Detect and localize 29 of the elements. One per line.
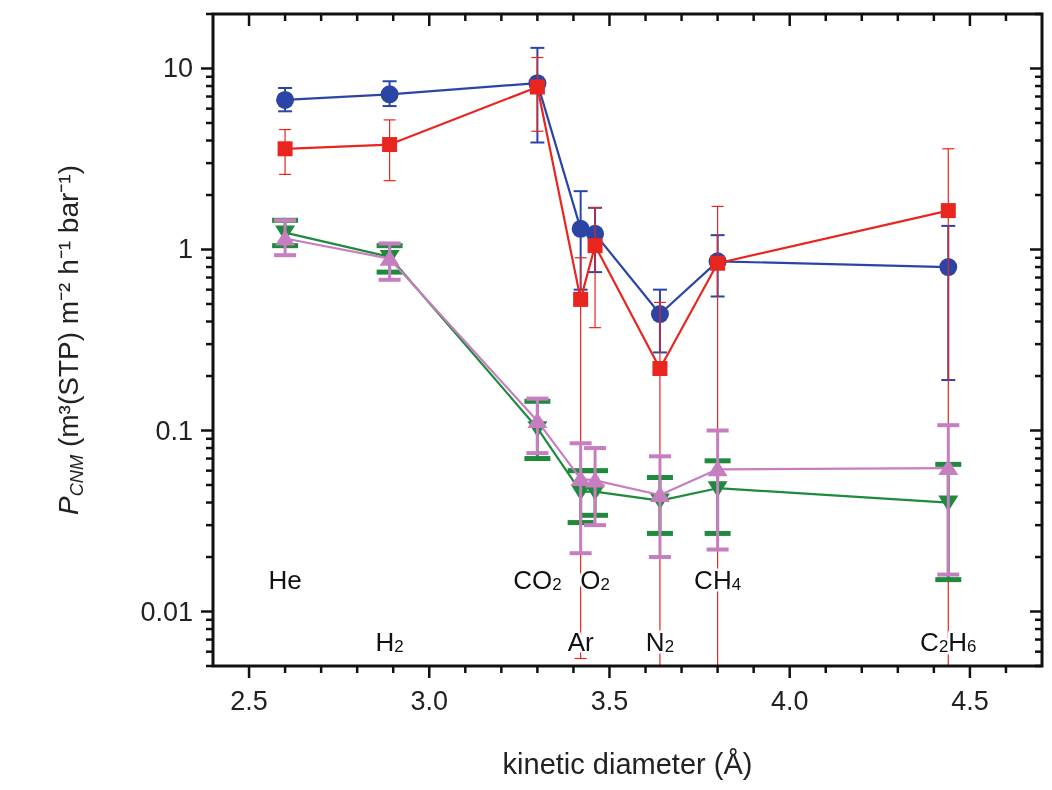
- point: [585, 471, 606, 488]
- point: [570, 469, 591, 486]
- point: [652, 361, 668, 377]
- point: [529, 79, 545, 95]
- point: [940, 203, 956, 219]
- y-tick-label: 1: [177, 234, 193, 265]
- x-tick-label: 4.5: [951, 686, 989, 716]
- point: [649, 486, 670, 503]
- x-tick-label: 2.5: [230, 686, 268, 716]
- point: [587, 238, 603, 254]
- y-tick-label: 10: [162, 53, 193, 84]
- point: [277, 141, 293, 157]
- y-tick-label: 0.01: [140, 596, 193, 627]
- point: [276, 90, 295, 109]
- x-tick-label: 3.0: [410, 686, 449, 716]
- point: [707, 460, 728, 477]
- y-tick-label: 0.1: [155, 415, 193, 446]
- x-tick-label: 3.5: [590, 686, 629, 716]
- annotation: He: [268, 565, 302, 595]
- x-tick-label: 4.0: [770, 686, 809, 716]
- point: [938, 459, 959, 476]
- point: [573, 291, 589, 307]
- point: [939, 258, 958, 277]
- point: [571, 219, 590, 238]
- point: [380, 85, 399, 104]
- point: [382, 137, 398, 153]
- point: [527, 411, 548, 428]
- point: [275, 229, 296, 246]
- x-axis-title: kinetic diameter (Å): [502, 748, 753, 780]
